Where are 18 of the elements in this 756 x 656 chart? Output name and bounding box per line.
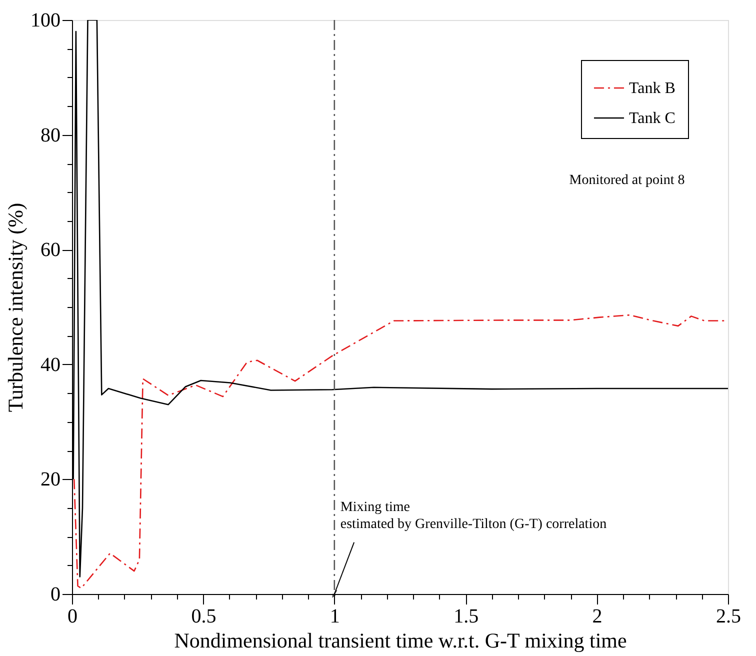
x-tick-label: 2 [592,606,602,628]
y-tick-label: 80 [40,124,60,146]
y-tick-label: 20 [40,468,60,491]
y-tick-label: 60 [40,239,60,262]
annotation: Monitored at point 8 [569,173,685,188]
x-tick-label: 0.5 [191,606,216,628]
annotation: Mixing time estimated by Grenville-Tilton (G-T) correlation [340,500,607,532]
x-tick-label: 2.5 [716,606,741,628]
legend-label: Tank C [629,110,676,127]
legend-label: Tank B [629,80,676,97]
y-tick-label: 40 [40,354,60,376]
x-tick-label: 0 [68,606,78,628]
y-tick-label: 100 [30,10,60,32]
y-tick-label: 0 [50,584,60,606]
y-axis-title: Turbulence intensity (%) [4,202,28,412]
x-axis-title: Nondimensional transient time w.r.t. G-T mixing time [174,628,627,652]
x-tick-label: 1 [330,606,340,628]
x-tick-label: 1.5 [454,606,479,628]
